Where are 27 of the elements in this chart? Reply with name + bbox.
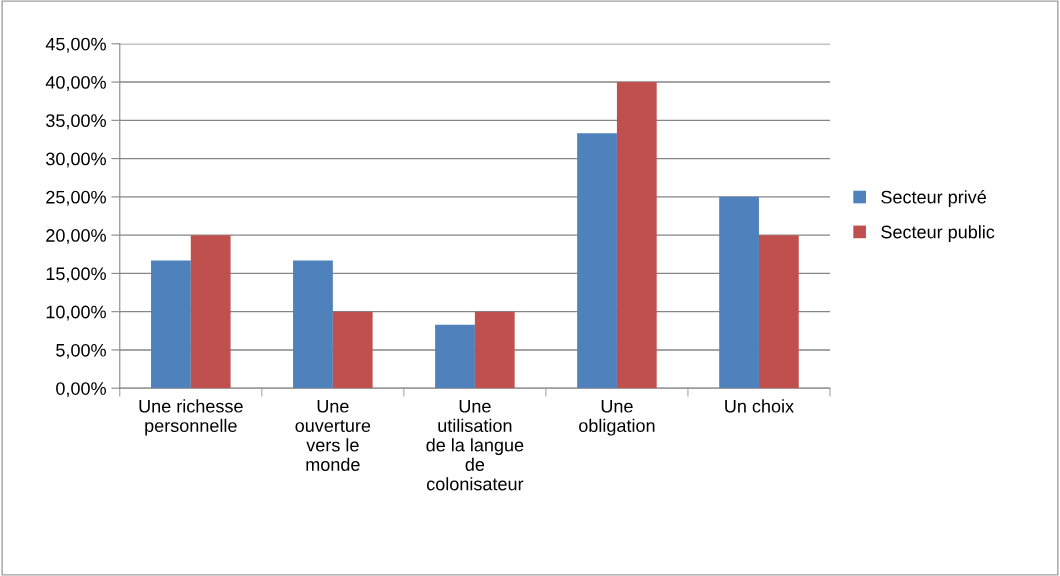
x-tick-label: Une utilisation de la langue de colonisateur — [426, 400, 524, 491]
x-tick-label: Une ouverture vers le monde — [295, 400, 371, 471]
y-tick-label: 25,00% — [46, 190, 106, 206]
bar — [151, 260, 191, 389]
bar — [719, 196, 759, 389]
y-tick-label: 35,00% — [46, 114, 106, 130]
y-tick-label: 10,00% — [46, 305, 106, 321]
bar — [474, 311, 515, 389]
x-tick-label: Une obligation — [579, 400, 655, 436]
x-tick-label: Un choix — [725, 399, 794, 413]
y-tick-label: 30,00% — [46, 152, 106, 168]
y-tick-label: 20,00% — [46, 229, 106, 244]
bar — [616, 82, 657, 389]
bar — [435, 324, 475, 389]
bar — [577, 133, 617, 389]
legend-label: Secteur public — [881, 225, 995, 242]
bar — [190, 235, 231, 389]
y-tick-label: 15,00% — [46, 267, 106, 283]
y-tick-label: 45,00% — [45, 37, 106, 53]
x-tick-label: Une richesse personnelle — [139, 399, 243, 436]
legend-label: Secteur privé — [881, 190, 986, 208]
bar — [332, 311, 373, 389]
y-tick-label: 40,00% — [45, 75, 106, 91]
bar — [293, 260, 333, 389]
y-tick-label: 0,00% — [56, 382, 106, 398]
y-tick-label: 5,00% — [56, 343, 106, 359]
bar — [758, 235, 799, 389]
